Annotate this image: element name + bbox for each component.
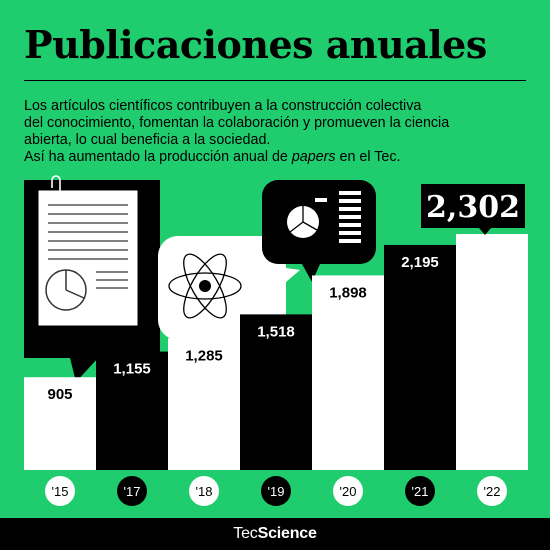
bar-5 <box>384 244 456 470</box>
data-label-4: 1,898 <box>329 284 367 301</box>
brand-bold: Science <box>257 525 317 542</box>
value-callout <box>421 184 525 235</box>
description-italic: papers <box>291 149 336 165</box>
data-label-2: 1,285 <box>185 347 223 364</box>
tick-label-1: '17 <box>124 484 141 499</box>
bar-4 <box>312 275 384 470</box>
footer-brand: TecScience <box>0 518 550 550</box>
bar-1 <box>96 351 168 470</box>
tick-label-0: '15 <box>52 484 69 499</box>
pie-chart-list-icon <box>262 180 376 282</box>
bars-layer: 905 '15 1,155 '17 1,285 '18 1,518 '19 1,898 '20 2,… <box>24 184 528 506</box>
year-badge-2 <box>189 476 219 506</box>
bar-2 <box>168 338 240 470</box>
bar-0 <box>24 377 96 470</box>
description-line: del conocimiento, fomentan la colaboraci… <box>24 115 450 131</box>
description-line: abierta, lo cual beneficia a la sociedad… <box>24 132 271 148</box>
year-badge-1 <box>117 476 147 506</box>
atom-icon <box>158 236 300 340</box>
brand-regular: Tec <box>233 525 258 542</box>
title-divider <box>24 80 526 81</box>
data-label-1: 1,155 <box>113 361 151 378</box>
data-label-6: 2,302 <box>426 190 520 225</box>
tick-label-5: '21 <box>412 484 429 499</box>
description-line: Los artículos científicos contribuyen a … <box>24 98 422 114</box>
description: Los artículos científicos contribuyen a … <box>24 98 529 166</box>
description-text: Así ha aumentado la producción anual de <box>24 149 292 165</box>
tick-label-6: '22 <box>484 484 501 499</box>
tick-label-3: '19 <box>268 484 285 499</box>
tick-label-4: '20 <box>340 484 357 499</box>
bar-6 <box>456 234 528 470</box>
bar-3 <box>240 314 312 470</box>
year-badge-0 <box>45 476 75 506</box>
paper-document-icon <box>24 175 160 382</box>
data-label-5: 2,195 <box>401 254 439 271</box>
year-badge-3 <box>261 476 291 506</box>
data-label-3: 1,518 <box>257 323 295 340</box>
description-line: Así ha aumentado la producción anual de … <box>24 149 529 166</box>
data-label-0: 905 <box>47 386 72 403</box>
year-badge-4 <box>333 476 363 506</box>
tick-label-2: '18 <box>196 484 213 499</box>
year-badge-5 <box>405 476 435 506</box>
description-text: en el Tec. <box>335 149 401 165</box>
year-badge-6 <box>477 476 507 506</box>
page-title: Publicaciones anuales <box>24 22 487 67</box>
